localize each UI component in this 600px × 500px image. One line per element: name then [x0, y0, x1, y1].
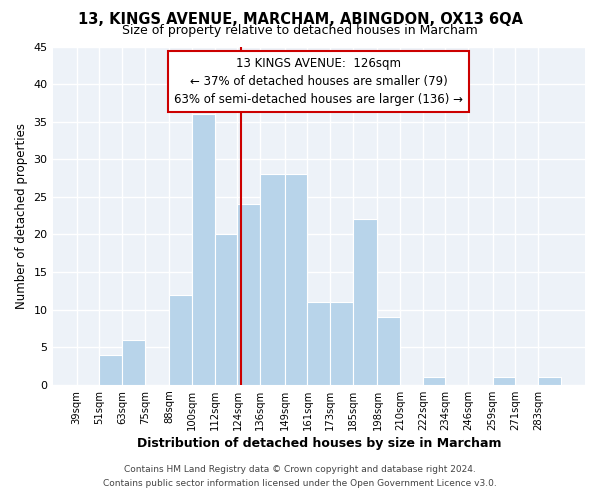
- Bar: [330, 302, 353, 385]
- Bar: [192, 114, 215, 385]
- Bar: [169, 294, 192, 385]
- Bar: [122, 340, 145, 385]
- Bar: [307, 302, 330, 385]
- Bar: [423, 378, 445, 385]
- Y-axis label: Number of detached properties: Number of detached properties: [15, 122, 28, 308]
- Text: 13, KINGS AVENUE, MARCHAM, ABINGDON, OX13 6QA: 13, KINGS AVENUE, MARCHAM, ABINGDON, OX1…: [77, 12, 523, 28]
- Bar: [377, 317, 400, 385]
- Text: Size of property relative to detached houses in Marcham: Size of property relative to detached ho…: [122, 24, 478, 37]
- Text: 13 KINGS AVENUE:  126sqm
← 37% of detached houses are smaller (79)
63% of semi-d: 13 KINGS AVENUE: 126sqm ← 37% of detache…: [174, 56, 463, 106]
- Text: Contains HM Land Registry data © Crown copyright and database right 2024.
Contai: Contains HM Land Registry data © Crown c…: [103, 466, 497, 487]
- Bar: [538, 378, 561, 385]
- Bar: [493, 378, 515, 385]
- X-axis label: Distribution of detached houses by size in Marcham: Distribution of detached houses by size …: [137, 437, 501, 450]
- Bar: [353, 220, 377, 385]
- Bar: [238, 204, 260, 385]
- Bar: [215, 234, 238, 385]
- Bar: [260, 174, 285, 385]
- Bar: [285, 174, 307, 385]
- Bar: [100, 354, 122, 385]
